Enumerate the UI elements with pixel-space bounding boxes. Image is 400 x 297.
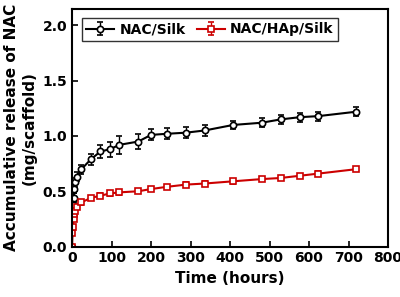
Y-axis label: Accumulative release of NAC
(mg/scaffold): Accumulative release of NAC (mg/scaffold… xyxy=(4,4,37,251)
Legend: NAC/Silk, NAC/HAp/Silk: NAC/Silk, NAC/HAp/Silk xyxy=(82,18,338,41)
X-axis label: Time (hours): Time (hours) xyxy=(175,271,285,286)
